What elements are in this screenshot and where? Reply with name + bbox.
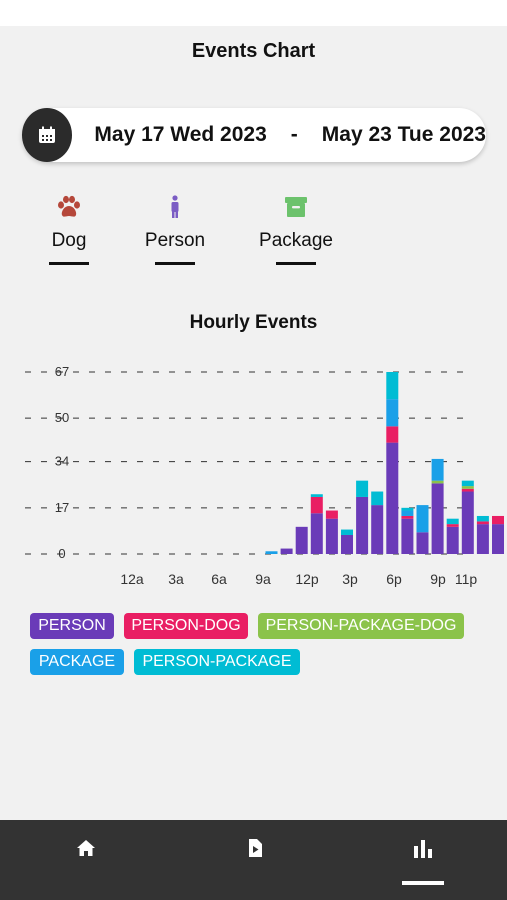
bar-segment-package xyxy=(416,505,429,533)
y-tick-label: 17 xyxy=(55,500,69,515)
end-date[interactable]: May 23 Tue 2023 xyxy=(321,123,486,146)
bar-segment-person xyxy=(476,524,489,554)
y-tick-label: 67 xyxy=(55,364,69,379)
bar-segment-person xyxy=(280,548,293,554)
paw-icon xyxy=(58,195,80,217)
legend-chip-person-dog[interactable]: PERSON-DOG xyxy=(124,613,248,639)
person-icon xyxy=(171,195,179,218)
x-tick-label: 12p xyxy=(295,571,319,587)
bar-segment-person-package xyxy=(310,494,323,497)
nav-active-indicator xyxy=(402,881,444,885)
x-tick-label: 6p xyxy=(386,571,402,587)
bar-segment-person-dog xyxy=(446,524,459,527)
bar-segment-person-package xyxy=(356,480,369,497)
bar-segment-person xyxy=(325,518,338,554)
bar-segment-person-dog xyxy=(476,521,489,525)
bar-segment-person-package xyxy=(476,515,489,522)
date-separator: - xyxy=(290,123,298,146)
nav-recordings[interactable] xyxy=(225,838,285,882)
bar-segment-person xyxy=(341,534,353,554)
bottom-navigation xyxy=(0,820,507,900)
bar-segment-package xyxy=(431,458,444,481)
tab-person-underline xyxy=(155,262,195,265)
legend-chip-package[interactable]: PACKAGE xyxy=(30,649,124,675)
bar-segment-person-package-dog xyxy=(461,486,474,489)
x-tick-label: 11p xyxy=(455,571,478,587)
legend-chip-person-package-dog[interactable]: PERSON-PACKAGE-DOG xyxy=(258,613,464,639)
tab-dog-underline xyxy=(49,262,89,265)
bar-segment-person-dog xyxy=(492,515,504,525)
bar-segment-person-dog xyxy=(386,426,399,443)
nav-home[interactable] xyxy=(56,838,116,882)
chart-title: Hourly Events xyxy=(189,312,318,333)
bar-segment-person-package-dog xyxy=(431,480,444,484)
bar-segment-person xyxy=(356,496,369,554)
y-tick-label: 50 xyxy=(55,410,69,425)
bar-segment-person xyxy=(461,491,474,554)
hourly-events-chart: 0 17 34 50 67 12a 3a 6a 9a 12p 3p 6p 9p 11p xyxy=(25,364,504,587)
tab-package-underline xyxy=(276,262,316,265)
x-tick-label: 9p xyxy=(430,571,446,587)
x-tick-label: 12a xyxy=(120,571,144,587)
bar-segment-person xyxy=(416,532,429,554)
x-tick-label: 3p xyxy=(342,571,358,587)
tab-package-label: Package xyxy=(259,230,333,251)
bar-segment-person xyxy=(386,442,399,554)
bar-segment-person-dog xyxy=(310,496,323,514)
x-tick-label: 6a xyxy=(211,571,227,587)
home-icon xyxy=(77,840,95,856)
bar-segment-person-package xyxy=(401,507,414,511)
legend-chip-person-package[interactable]: PERSON-PACKAGE xyxy=(134,649,300,675)
tab-person-label: Person xyxy=(144,230,206,251)
video-file-icon xyxy=(249,839,262,857)
tab-dog-label: Dog xyxy=(51,230,87,251)
bar-segment-person-package xyxy=(371,491,384,506)
tab-package[interactable]: Package xyxy=(251,190,341,265)
calendar-icon xyxy=(39,126,56,143)
bar-segment-person xyxy=(431,483,444,554)
legend-chip-person[interactable]: PERSON xyxy=(30,613,114,639)
start-date[interactable]: May 17 Wed 2023 xyxy=(94,123,267,146)
bar-segment-person-package xyxy=(386,372,399,400)
bar-chart-icon xyxy=(414,840,432,858)
bar-segment-person-dog xyxy=(401,515,414,519)
x-tick-label: 9a xyxy=(255,571,271,587)
y-tick-label: 0 xyxy=(58,546,65,561)
bar-segment-person xyxy=(446,526,459,554)
date-range-bar[interactable]: May 17 Wed 2023 - May 23 Tue 2023 xyxy=(22,108,486,162)
bar-segment-person-package xyxy=(461,480,474,487)
bar-segment-package xyxy=(401,510,414,516)
calendar-button[interactable] xyxy=(22,108,73,162)
bar-segment-person xyxy=(492,524,504,554)
tab-dog[interactable]: Dog xyxy=(24,190,114,265)
tab-person[interactable]: Person xyxy=(130,190,220,265)
bar-segment-package xyxy=(265,551,278,554)
event-type-tabs: Dog Person xyxy=(0,190,507,272)
nav-events-chart[interactable] xyxy=(393,838,453,882)
bar-segment-person xyxy=(310,513,323,554)
bar-segment-person-package xyxy=(446,518,459,525)
x-tick-label: 3a xyxy=(168,571,184,587)
bar-segment-person-dog xyxy=(325,510,338,519)
status-bar xyxy=(0,0,507,26)
y-tick-label: 34 xyxy=(55,454,69,469)
page-title: Events Chart xyxy=(191,40,316,62)
package-icon xyxy=(285,197,307,217)
bar-segment-person-package xyxy=(341,529,353,535)
bar-segment-person xyxy=(295,526,308,554)
bar-segment-package xyxy=(386,399,399,427)
bar-segment-person xyxy=(371,505,384,554)
bar-segment-person xyxy=(401,518,414,554)
bar-segment-person-dog xyxy=(461,488,474,492)
